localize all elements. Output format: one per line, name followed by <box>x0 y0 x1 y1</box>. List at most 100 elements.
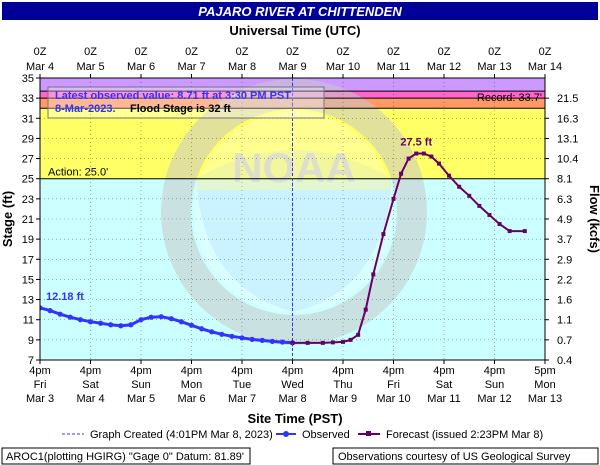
latest-observed-date: 8-Mar-2023. <box>55 103 116 115</box>
y-tick-label: 25 <box>22 174 34 186</box>
forecast-point <box>522 229 527 234</box>
y-tick-label: 35 <box>22 73 34 85</box>
observed-first-value-label: 12.18 ft <box>46 291 84 303</box>
bottom-tick-date: Mar 6 <box>177 393 205 405</box>
forecast-point <box>421 151 426 156</box>
bottom-tick-weekday: Sun <box>485 379 505 391</box>
observed-point <box>158 314 164 320</box>
top-axis-title: Universal Time (UTC) <box>229 23 360 38</box>
top-tick-hour: 0Z <box>185 46 198 58</box>
observed-point <box>108 322 114 328</box>
legend-forecast-marker <box>366 431 371 436</box>
forecast-point <box>467 193 472 198</box>
forecast-point <box>341 339 345 344</box>
top-tick-date: Mar 13 <box>477 61 511 73</box>
bottom-tick-date: Mar 9 <box>329 393 357 405</box>
observed-point <box>67 314 73 320</box>
legend: Graph Created (4:01PM Mar 8, 2023) Obser… <box>62 429 543 441</box>
observed-point <box>138 317 144 323</box>
bottom-tick-time: 4pm <box>80 365 101 377</box>
bottom-tick-date: Mar 11 <box>427 393 460 405</box>
action-stage-label: Action: 25.0' <box>48 167 108 179</box>
top-tick-date: Mar 5 <box>76 61 104 73</box>
flow-tick-label: 8.1 <box>557 174 572 186</box>
y-tick-label: 31 <box>22 113 34 125</box>
forecast-point <box>414 151 419 156</box>
forecast-point <box>381 232 386 237</box>
y-axis-title: Stage (ft) <box>0 191 15 247</box>
bottom-tick-weekday: Mon <box>534 379 555 391</box>
forecast-point <box>507 229 512 234</box>
y-tick-label: 17 <box>22 254 34 266</box>
forecast-point <box>290 340 295 345</box>
observed-point <box>168 316 174 322</box>
observed-point <box>77 317 83 323</box>
flow-tick-label: 2.2 <box>557 274 572 286</box>
top-tick-date: Mar 4 <box>26 61 54 73</box>
flood-stage-text: Flood Stage is 32 ft <box>130 103 231 115</box>
forecast-point <box>330 340 335 345</box>
flow-tick-label: 2.9 <box>557 254 572 266</box>
footer-left-box <box>1 447 251 465</box>
top-tick-hour: 0Z <box>387 46 400 58</box>
bottom-tick-date: Mar 3 <box>26 393 54 405</box>
legend-observed-marker <box>283 431 289 437</box>
top-tick-date: Mar 14 <box>528 61 562 73</box>
top-tick-hour: 0Z <box>84 46 97 58</box>
observed-point <box>259 337 265 343</box>
legend-forecast: Forecast (issued 2:23PM Mar 8) <box>386 429 543 441</box>
y-tick-label: 9 <box>28 335 34 347</box>
bottom-tick-weekday: Tue <box>233 379 252 391</box>
forecast-point <box>399 171 404 176</box>
title-bar <box>2 2 598 20</box>
top-tick-date: Mar 9 <box>278 61 306 73</box>
observed-point <box>178 319 184 325</box>
latest-observed-text: Latest observed value: 8.71 ft at 3:30 P… <box>55 90 291 102</box>
flow-tick-label: 1.6 <box>557 295 572 307</box>
top-tick-hour: 0Z <box>539 46 552 58</box>
forecast-peak-label: 27.5 ft <box>400 137 432 149</box>
top-tick-date: Mar 8 <box>228 61 256 73</box>
forecast-point <box>447 173 452 178</box>
bottom-tick-time: 4pm <box>383 365 404 377</box>
flow-tick-label: 10.4 <box>557 154 578 166</box>
top-tick-hour: 0Z <box>236 46 249 58</box>
bottom-tick-weekday: Mon <box>181 379 202 391</box>
observed-point <box>57 311 63 317</box>
observed-point <box>128 322 134 328</box>
forecast-point <box>356 332 361 337</box>
observed-point <box>249 336 255 342</box>
observed-point <box>279 339 285 345</box>
forecast-point <box>391 196 396 201</box>
observed-point <box>199 326 205 332</box>
observed-point <box>219 331 225 337</box>
bottom-tick-time: 4pm <box>181 365 202 377</box>
top-tick-hour: 0Z <box>438 46 451 58</box>
noaa-watermark: NOAA <box>161 79 427 345</box>
forecast-point <box>305 340 310 345</box>
forecast-point <box>363 307 368 312</box>
flow-tick-label: 6.3 <box>557 194 572 206</box>
forecast-point <box>371 272 376 277</box>
bottom-tick-time: 4pm <box>282 365 303 377</box>
observed-point <box>47 308 53 314</box>
bottom-tick-weekday: Sat <box>436 379 453 391</box>
noaa-watermark-text: NOAA <box>232 144 356 191</box>
latest-observed-box <box>47 86 325 119</box>
y2-axis-title: Flow (kcfs) <box>587 185 600 253</box>
footer-datum: AROC1(plotting HGIRG) "Gage 0" Datum: 81… <box>6 451 244 463</box>
x-axis-title: Site Time (PST) <box>247 411 342 426</box>
legend-observed: Observed <box>302 429 350 441</box>
observed-point <box>209 329 215 335</box>
observed-point <box>239 335 245 341</box>
y-tick-label: 23 <box>22 194 34 206</box>
flow-tick-label: 16.3 <box>557 113 578 125</box>
forecast-point <box>436 161 441 166</box>
legend-graph-created: Graph Created (4:01PM Mar 8, 2023) <box>90 429 273 441</box>
flow-tick-label: 0.4 <box>557 355 572 367</box>
bottom-tick-date: Mar 7 <box>228 393 256 405</box>
bottom-tick-time: 4pm <box>332 365 353 377</box>
y-tick-label: 29 <box>22 133 34 145</box>
observed-point <box>98 320 104 326</box>
bottom-tick-date: Mar 4 <box>76 393 104 405</box>
